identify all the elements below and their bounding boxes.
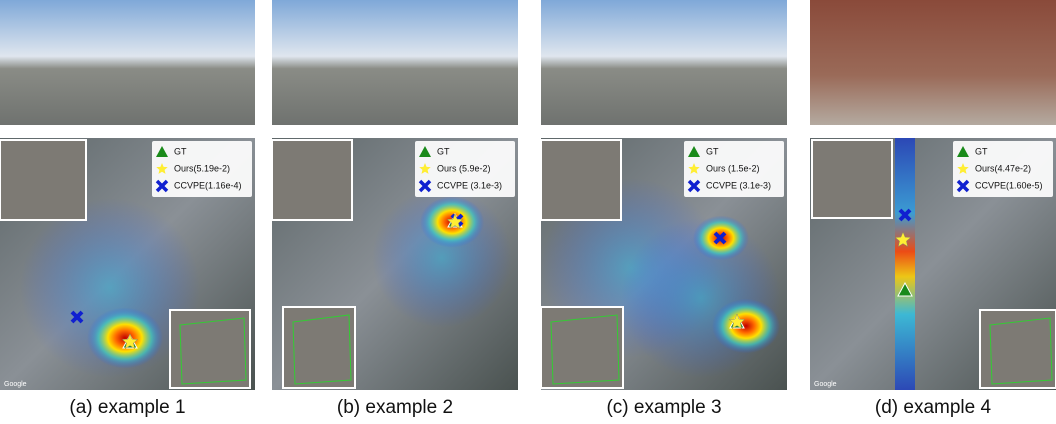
legend-label: CCVPE (3.1e-3) (437, 180, 502, 190)
ours-marker (121, 333, 139, 349)
legend-symbol (687, 179, 701, 193)
fov-outline (179, 317, 247, 385)
legend-label: GT (975, 146, 988, 156)
inset-image (540, 306, 624, 389)
panorama (541, 0, 787, 125)
caption: (c) example 3 (606, 397, 721, 418)
inset-image (169, 309, 251, 389)
ours-marker (894, 231, 912, 247)
inset-image (540, 139, 622, 221)
legend-symbol (155, 179, 169, 193)
legend-symbol (957, 163, 969, 174)
fov-outline (292, 314, 352, 385)
legend-label: GT (437, 146, 450, 156)
legend-label: Ours (5.9e-2) (437, 163, 491, 173)
legend-symbol (156, 163, 168, 174)
heatmap-peak (87, 307, 163, 369)
gt-marker (897, 281, 913, 297)
legend-label: CCVPE(1.60e-5) (975, 180, 1043, 190)
legend-label: Ours(5.19e-2) (174, 163, 230, 173)
fov-outline (989, 317, 1053, 385)
legend-label: CCVPE(1.16e-4) (174, 180, 242, 190)
legend-symbol (688, 163, 700, 174)
heatmap-strip (895, 138, 915, 390)
legend-symbol (419, 163, 431, 174)
map-watermark: Google (814, 381, 837, 388)
fov-outline (550, 314, 620, 385)
legend-box (953, 141, 1053, 197)
legend-label: GT (706, 146, 719, 156)
legend-label: CCVPE (3.1e-3) (706, 180, 771, 190)
panorama (272, 0, 518, 125)
panel: GT Ours(5.19e-2) CCVPE(1.16e-4) Google (a) e… (0, 0, 255, 418)
legend-label: Ours (1.5e-2) (706, 163, 760, 173)
inset-image (271, 139, 353, 221)
panel: GT Ours(4.47e-2) CCVPE(1.60e-5) Google (d) e… (810, 0, 1056, 418)
legend-box (152, 141, 252, 197)
legend-symbol (419, 146, 431, 157)
panorama (810, 0, 1056, 125)
inset-image (979, 309, 1056, 389)
inset-image (811, 139, 893, 219)
heatmap-peak (712, 298, 780, 354)
panorama (0, 0, 255, 125)
legend-box (415, 141, 515, 197)
caption: (d) example 4 (875, 397, 992, 418)
map-watermark: Google (4, 381, 27, 388)
panel: GT Ours (5.9e-2) CCVPE (3.1e-3) (b) example… (271, 0, 518, 418)
legend-symbol (418, 179, 432, 193)
ours-marker (728, 313, 746, 329)
ccvpe-marker (898, 208, 912, 222)
legend-symbol (156, 146, 168, 157)
legend-symbol (688, 146, 700, 157)
legend-label: Ours(4.47e-2) (975, 163, 1031, 173)
ccvpe-marker (70, 310, 84, 324)
inset-image (0, 139, 87, 221)
ccvpe-marker (713, 231, 727, 245)
caption: (a) example 1 (69, 397, 185, 418)
legend-symbol (956, 179, 970, 193)
legend-symbol (957, 146, 969, 157)
caption: (b) example 2 (337, 397, 453, 418)
legend-label: GT (174, 146, 187, 156)
legend-box (684, 141, 784, 197)
ours-marker (446, 213, 464, 229)
panel: GT Ours (1.5e-2) CCVPE (3.1e-3) (c) example… (540, 0, 787, 418)
